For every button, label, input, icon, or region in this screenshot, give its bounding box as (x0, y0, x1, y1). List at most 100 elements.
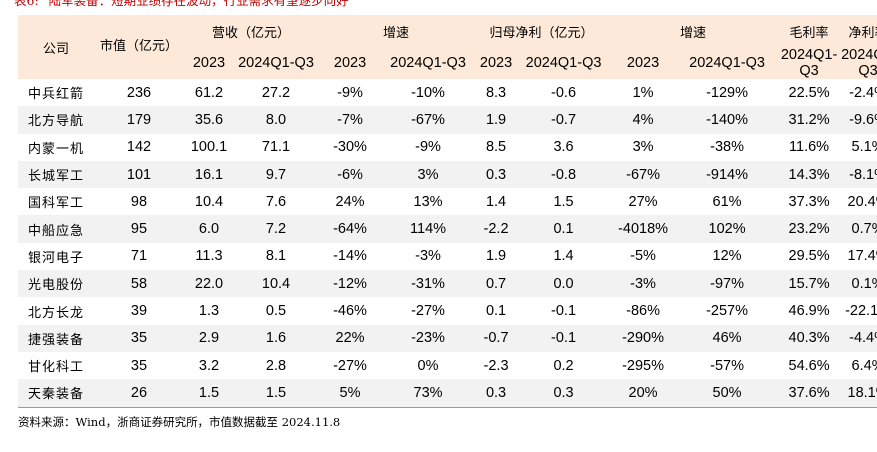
cell-net-margin-ytd: -4.4% (841, 324, 877, 352)
cell-profit-ytd: -0.1 (518, 324, 610, 352)
subheader-profit-2023: 2023 (474, 47, 519, 79)
cell-rev-growth-ytd: -9% (382, 133, 475, 161)
cell-company: 甘化科工 (18, 351, 94, 380)
cell-profit-ytd: 0.3 (518, 379, 610, 408)
table-row: 内蒙一机 142 100.1 71.1 -30% -9% 8.5 3.6 3% -38% 11.6%… (18, 133, 877, 161)
cell-gross-margin-ytd: 15.7% (777, 270, 842, 298)
subheader-revenue-2023: 2023 (184, 47, 234, 79)
cell-net-margin-ytd: 0.1% (841, 270, 877, 298)
cell-market-cap: 236 (94, 79, 184, 107)
cell-profit-2023: -2.2 (474, 215, 519, 243)
cell-profit-growth-2023: -86% (609, 297, 678, 325)
cell-revenue-2023: 22.0 (184, 270, 234, 298)
cell-profit-growth-ytd: -57% (677, 351, 778, 380)
cell-rev-growth-2023: -64% (318, 215, 383, 243)
cell-revenue-ytd: 9.7 (234, 160, 319, 189)
cell-profit-growth-2023: -295% (609, 351, 678, 380)
cell-market-cap: 142 (94, 133, 184, 161)
cell-profit-growth-ytd: -257% (677, 297, 778, 325)
cell-revenue-2023: 11.3 (184, 242, 234, 271)
cell-gross-margin-ytd: 40.3% (777, 324, 842, 352)
cell-profit-2023: 1.4 (474, 188, 519, 216)
cell-profit-growth-ytd: -914% (677, 160, 778, 189)
cell-market-cap: 58 (94, 270, 184, 298)
cell-gross-margin-ytd: 31.2% (777, 106, 842, 134)
cell-profit-growth-2023: -5% (609, 242, 678, 271)
subheader-profit-growth-2023: 2023 (609, 47, 678, 79)
cell-rev-growth-2023: -12% (318, 270, 383, 298)
cell-rev-growth-ytd: 0% (382, 351, 475, 380)
cell-profit-growth-ytd: 46% (677, 324, 778, 352)
source-note: 资料来源：Wind，浙商证券研究所，市值数据截至 2024.11.8 (18, 415, 341, 429)
cell-revenue-ytd: 7.2 (234, 215, 319, 243)
cell-company: 国科军工 (18, 188, 94, 216)
cell-market-cap: 101 (94, 160, 184, 189)
cell-gross-margin-ytd: 29.5% (777, 242, 842, 271)
cell-rev-growth-ytd: -3% (382, 242, 475, 271)
cell-profit-2023: 1.9 (474, 242, 519, 271)
cell-market-cap: 71 (94, 242, 184, 271)
cell-profit-2023: 8.5 (474, 133, 519, 161)
cell-profit-growth-ytd: 12% (677, 242, 778, 271)
cell-profit-growth-2023: 20% (609, 379, 678, 408)
cell-revenue-ytd: 1.5 (234, 379, 319, 408)
cell-profit-growth-2023: -3% (609, 270, 678, 298)
cell-market-cap: 98 (94, 188, 184, 216)
cell-net-margin-ytd: -22.1% (841, 297, 877, 325)
cell-revenue-ytd: 2.8 (234, 351, 319, 380)
cell-company: 捷强装备 (18, 324, 94, 352)
cell-revenue-2023: 100.1 (184, 133, 234, 161)
cell-net-margin-ytd: -8.1% (841, 160, 877, 189)
cell-gross-margin-ytd: 11.6% (777, 133, 842, 161)
cell-gross-margin-ytd: 46.9% (777, 297, 842, 325)
cell-rev-growth-ytd: -27% (382, 297, 475, 325)
cell-revenue-2023: 35.6 (184, 106, 234, 134)
cell-profit-2023: 0.7 (474, 270, 519, 298)
cell-profit-growth-2023: -4018% (609, 215, 678, 243)
header-row-sub: 2023 2024Q1-Q3 2023 2024Q1-Q3 2023 2024Q… (18, 47, 877, 79)
cell-revenue-ytd: 27.2 (234, 79, 319, 107)
header-row-top: 公司 市值（亿元） 营收（亿元） 增速 归母净利（亿元） 增速 毛利率 净利率 (18, 15, 877, 79)
table-row: 中兵红箭 236 61.2 27.2 -9% -10% 8.3 -0.6 1% -129% 22.5… (18, 79, 877, 107)
cell-profit-growth-ytd: 50% (677, 379, 778, 408)
cell-rev-growth-ytd: -31% (382, 270, 475, 298)
cell-profit-growth-2023: 27% (609, 188, 678, 216)
cell-profit-ytd: 1.4 (518, 242, 610, 271)
cell-revenue-2023: 61.2 (184, 79, 234, 107)
cell-revenue-2023: 3.2 (184, 351, 234, 380)
cell-profit-growth-ytd: 61% (677, 188, 778, 216)
cell-profit-growth-ytd: -38% (677, 133, 778, 161)
cell-profit-growth-ytd: -97% (677, 270, 778, 298)
cell-net-margin-ytd: -2.4% (841, 79, 877, 107)
cell-rev-growth-2023: -30% (318, 133, 383, 161)
cell-profit-growth-2023: 3% (609, 133, 678, 161)
cell-market-cap: 26 (94, 379, 184, 408)
cell-revenue-2023: 1.3 (184, 297, 234, 325)
subheader-net-margin-ytd: 2024Q1-Q3 (841, 47, 877, 79)
cell-profit-2023: 1.9 (474, 106, 519, 134)
cell-profit-2023: 8.3 (474, 79, 519, 107)
header-net-margin: 净利率 (841, 15, 877, 47)
cell-gross-margin-ytd: 22.5% (777, 79, 842, 107)
header-market-cap: 市值（亿元） (94, 15, 184, 79)
cell-net-margin-ytd: 20.4% (841, 188, 877, 216)
cell-revenue-ytd: 1.6 (234, 324, 319, 352)
cell-market-cap: 95 (94, 215, 184, 243)
cell-revenue-ytd: 71.1 (234, 133, 319, 161)
cell-company: 长城军工 (18, 160, 94, 189)
cell-rev-growth-2023: -6% (318, 160, 383, 189)
table-header: 公司 市值（亿元） 营收（亿元） 增速 归母净利（亿元） 增速 毛利率 净利率 … (18, 15, 877, 79)
cell-company: 北方导航 (18, 106, 94, 134)
cell-rev-growth-2023: 5% (318, 379, 383, 408)
cell-profit-ytd: 0.1 (518, 215, 610, 243)
header-company: 公司 (18, 15, 94, 79)
cell-profit-ytd: -0.1 (518, 297, 610, 325)
cell-gross-margin-ytd: 14.3% (777, 160, 842, 189)
cell-company: 银河电子 (18, 242, 94, 271)
cell-rev-growth-2023: 24% (318, 188, 383, 216)
cell-profit-growth-2023: -290% (609, 324, 678, 352)
cell-rev-growth-ytd: 73% (382, 379, 475, 408)
cell-rev-growth-ytd: 114% (382, 215, 475, 243)
cell-rev-growth-2023: -9% (318, 79, 383, 107)
cell-profit-growth-ytd: -140% (677, 106, 778, 134)
